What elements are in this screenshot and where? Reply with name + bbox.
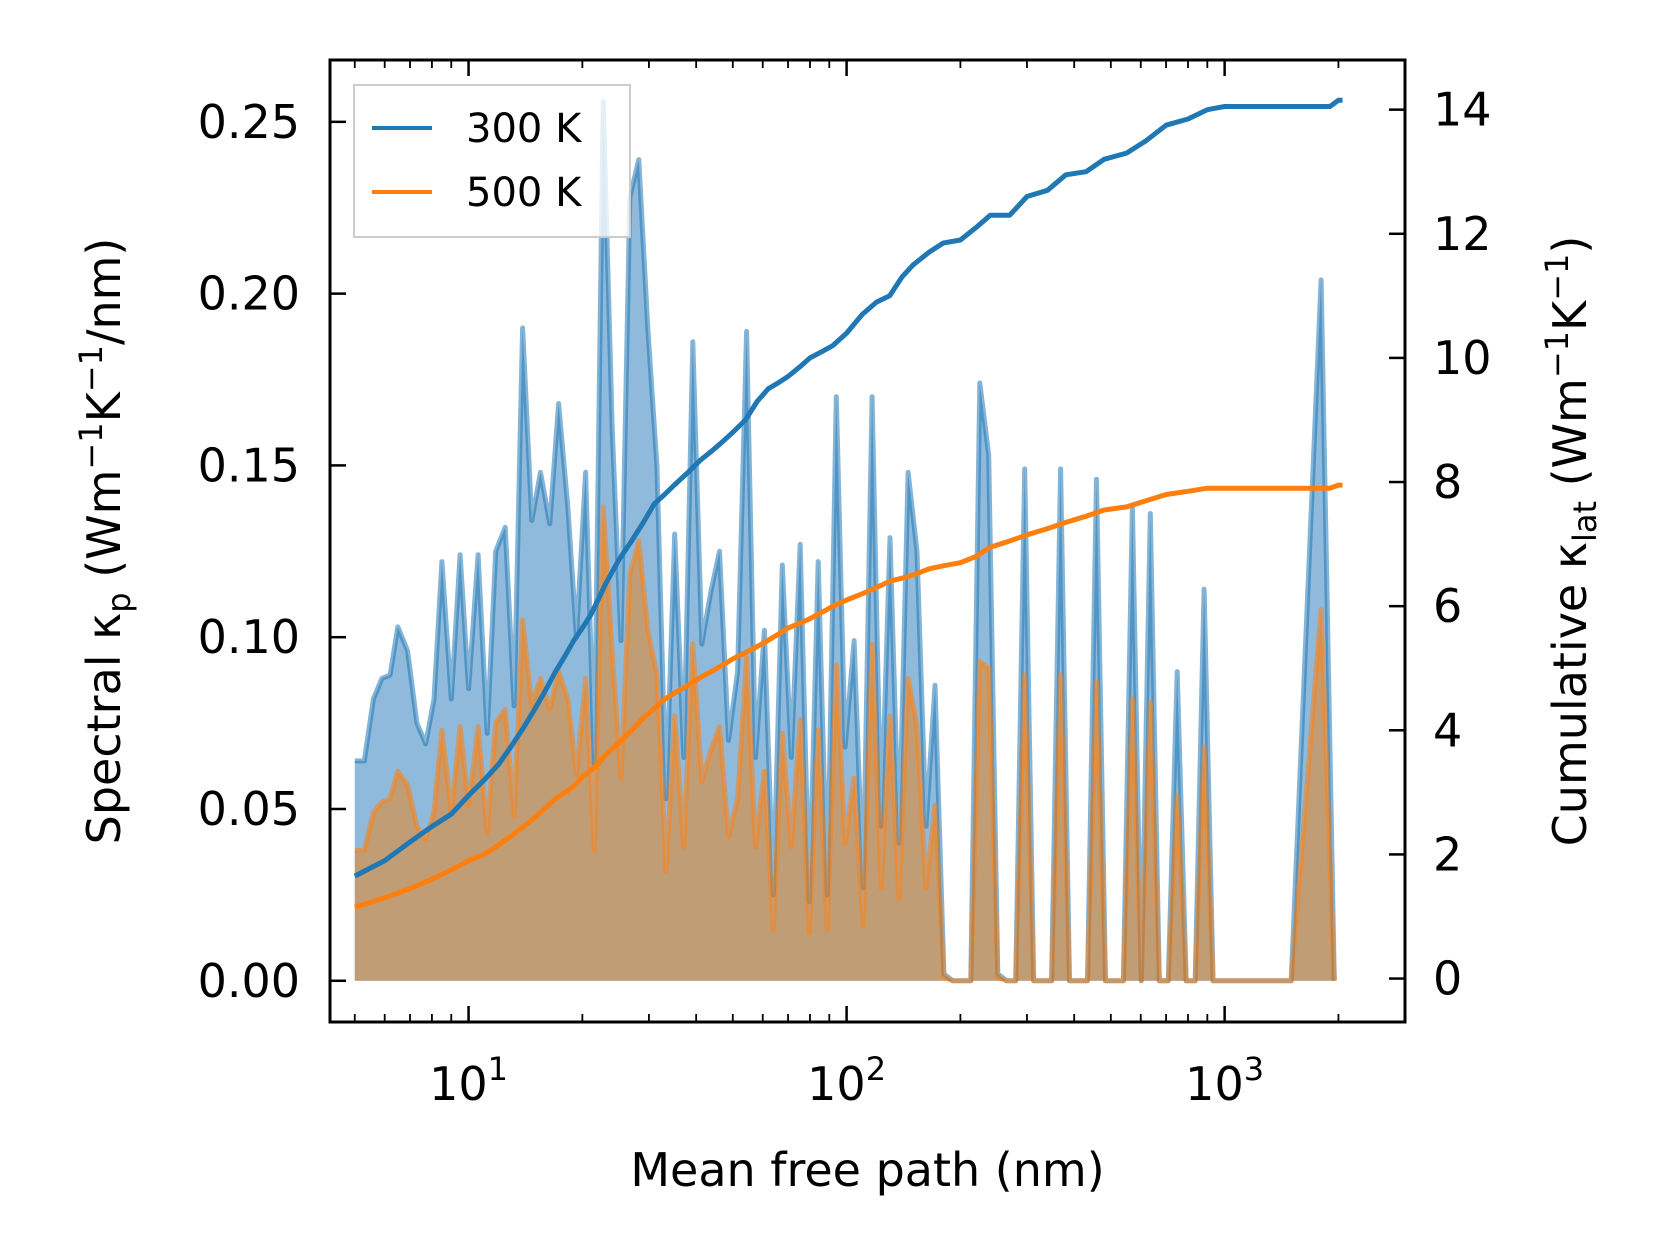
right-y-tick-label: 12 — [1433, 207, 1492, 261]
axis-ticks — [330, 60, 1406, 1022]
left-axis-title: Spectral κp (Wm−1K−1/nm) — [72, 238, 138, 845]
spectral-fill-500k — [354, 506, 1335, 981]
x-axis-title: Mean free path (nm) — [630, 1143, 1104, 1197]
legend: 300 K 500 K — [353, 84, 631, 238]
cumulative-lines — [353, 97, 1343, 910]
plot-frame — [328, 58, 1407, 1024]
x-tick-label: 103 — [1185, 1050, 1264, 1111]
left-y-tick-label: 0.05 — [198, 782, 300, 836]
left-y-tick-label: 0.10 — [198, 610, 300, 664]
left-y-tick-label: 0.25 — [198, 95, 300, 149]
legend-box — [353, 84, 631, 238]
left-y-tick-label: 0.15 — [198, 438, 300, 492]
legend-label-500k: 500 K — [466, 170, 583, 216]
right-y-tick-label: 2 — [1433, 827, 1462, 881]
left-y-tick-label: 0.20 — [198, 267, 300, 321]
x-tick-label: 101 — [429, 1050, 508, 1111]
right-axis-title: Cumulative κlat (Wm−1K−1) — [1538, 236, 1604, 847]
right-y-tick-label: 14 — [1433, 83, 1492, 137]
spectral-lines — [354, 98, 1337, 984]
axis-labels: 101 102 103 0.00 0.05 0.10 0.15 0.20 0.25 0 2 4 6 8 10… — [198, 83, 1492, 1111]
legend-label-300k: 300 K — [466, 106, 583, 152]
right-y-tick-label: 4 — [1433, 703, 1462, 757]
cumulative-line-300k — [353, 97, 1343, 879]
x-tick-label: 102 — [807, 1050, 886, 1111]
right-y-tick-label: 0 — [1433, 952, 1462, 1006]
spectral-line-500k — [354, 504, 1337, 984]
cumulative-line-500k — [354, 482, 1343, 910]
right-y-tick-label: 6 — [1433, 579, 1462, 633]
right-y-tick-label: 10 — [1433, 331, 1492, 385]
right-y-tick-label: 8 — [1433, 455, 1462, 509]
left-y-tick-label: 0.00 — [198, 954, 300, 1008]
